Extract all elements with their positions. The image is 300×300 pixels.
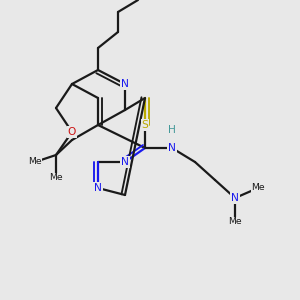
Text: N: N — [94, 183, 102, 193]
Text: Me: Me — [251, 184, 265, 193]
Text: S: S — [142, 120, 148, 130]
Text: N: N — [121, 157, 129, 167]
Text: Me: Me — [228, 218, 242, 226]
Text: O: O — [68, 127, 76, 137]
Text: N: N — [168, 143, 176, 153]
Text: Me: Me — [49, 173, 63, 182]
Text: N: N — [231, 193, 239, 203]
Text: H: H — [168, 125, 176, 135]
Text: Me: Me — [28, 158, 42, 166]
Text: N: N — [121, 79, 129, 89]
